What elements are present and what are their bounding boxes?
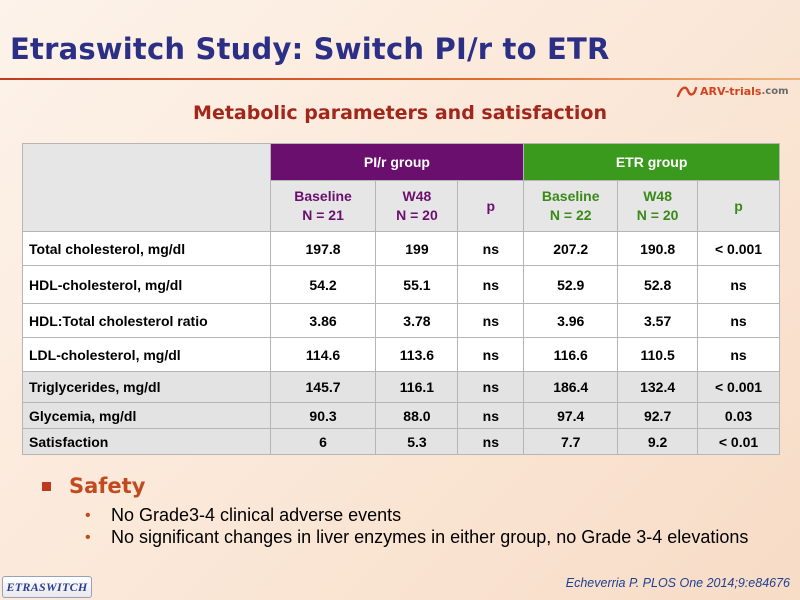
- table-cell: < 0.001: [697, 231, 780, 266]
- table-cell: 114.6: [269, 337, 377, 372]
- pir-group-header: PI/r group: [269, 143, 525, 181]
- bullet-dot-icon: •: [85, 507, 91, 524]
- table-row: Satisfaction 6 5.3 ns 7.7 9.2 < 0.01: [22, 428, 780, 455]
- row-label: HDL:Total cholesterol ratio: [22, 303, 271, 338]
- table-cell: 54.2: [269, 265, 377, 304]
- table-cell: 5.3: [375, 428, 459, 455]
- table-cell: 55.1: [375, 265, 459, 304]
- table-cell: 132.4: [617, 371, 699, 403]
- safety-heading-text: Safety: [69, 474, 146, 498]
- table-cell: ns: [697, 303, 780, 338]
- metabolic-table: PI/r group ETR group Baseline N = 21 W48 N…: [22, 143, 780, 455]
- row-label: Total cholesterol, mg/dl: [22, 231, 271, 266]
- section-subtitle: Metabolic parameters and satisfaction: [193, 102, 607, 124]
- etr-group-header: ETR group: [523, 143, 780, 181]
- table-cell: 186.4: [523, 371, 619, 403]
- table-cell: 207.2: [523, 231, 619, 266]
- table-cell: 7.7: [523, 428, 619, 455]
- table-cell: ns: [457, 337, 525, 372]
- table-cell: 90.3: [269, 402, 377, 429]
- row-label: Satisfaction: [22, 428, 271, 455]
- table-cell: 145.7: [269, 371, 377, 403]
- table-cell: 3.57: [617, 303, 699, 338]
- table-cell: 113.6: [375, 337, 459, 372]
- table-cell: < 0.01: [697, 428, 780, 455]
- table-cell: 3.96: [523, 303, 619, 338]
- table-cell: 97.4: [523, 402, 619, 429]
- table-row: LDL-cholesterol, mg/dl 114.6 113.6 ns 116.6 1…: [22, 337, 780, 372]
- table-cell: 197.8: [269, 231, 377, 266]
- title-divider: [0, 78, 800, 80]
- table-cell: 110.5: [617, 337, 699, 372]
- table-row: HDL:Total cholesterol ratio 3.86 3.78 ns 3.9…: [22, 303, 780, 338]
- safety-item: • No significant changes in liver enzymes…: [85, 527, 749, 547]
- ribbon-logo-icon: [676, 84, 698, 98]
- table-cell: 3.86: [269, 303, 377, 338]
- citation: Echeverria P. PLOS One 2014;9:e84676: [565, 576, 790, 590]
- table-cell: ns: [457, 265, 525, 304]
- pir-p-header: p: [457, 180, 525, 232]
- etr-baseline-header: Baseline N = 22: [523, 180, 619, 232]
- table-cell: 88.0: [375, 402, 459, 429]
- table-cell: 190.8: [617, 231, 699, 266]
- table-cell: ns: [697, 265, 780, 304]
- safety-heading: Safety: [42, 474, 145, 498]
- etr-w48-header: W48 N = 20: [617, 180, 699, 232]
- table-cell: 116.6: [523, 337, 619, 372]
- square-bullet-icon: [42, 481, 51, 491]
- table-cell: ns: [457, 303, 525, 338]
- table-cell: 52.8: [617, 265, 699, 304]
- logo-brand: ARV-trials: [700, 84, 762, 98]
- table-cell: ns: [457, 428, 525, 455]
- pir-w48-header: W48 N = 20: [375, 180, 459, 232]
- safety-list: • No Grade3-4 clinical adverse events • No…: [85, 505, 775, 549]
- slide-title: Etraswitch Study: Switch PI/r to ETR: [10, 32, 610, 66]
- study-badge: ETRASWITCH: [2, 576, 92, 598]
- row-label: HDL-cholesterol, mg/dl: [22, 265, 271, 304]
- table-cell: ns: [457, 231, 525, 266]
- bullet-dot-icon: •: [85, 529, 91, 546]
- logo-domain: .com: [761, 85, 789, 97]
- table-cell: 0.03: [697, 402, 780, 429]
- table-cell: 116.1: [375, 371, 459, 403]
- safety-item: • No Grade3-4 clinical adverse events: [85, 505, 402, 525]
- table-row: Triglycerides, mg/dl 145.7 116.1 ns 186.4 132…: [22, 371, 780, 403]
- table-cell: ns: [697, 337, 780, 372]
- table-body: Total cholesterol, mg/dl 197.8 199 ns 207.2 1…: [22, 231, 780, 455]
- table-cell: ns: [457, 402, 525, 429]
- table-cell: 3.78: [375, 303, 459, 338]
- table-cell: 52.9: [523, 265, 619, 304]
- table-row: Total cholesterol, mg/dl 197.8 199 ns 207.2 1…: [22, 231, 780, 266]
- row-label: Triglycerides, mg/dl: [22, 371, 271, 403]
- row-label: LDL-cholesterol, mg/dl: [22, 337, 271, 372]
- row-label: Glycemia, mg/dl: [22, 402, 271, 429]
- table-cell: 9.2: [617, 428, 699, 455]
- table-row: HDL-cholesterol, mg/dl 54.2 55.1 ns 52.9 52.8…: [22, 265, 780, 304]
- table-row: Glycemia, mg/dl 90.3 88.0 ns 97.4 92.7 0.03: [22, 402, 780, 429]
- table-corner-cell: [22, 143, 271, 232]
- table-cell: < 0.001: [697, 371, 780, 403]
- etr-p-header: p: [697, 180, 780, 232]
- pir-baseline-header: Baseline N = 21: [269, 180, 377, 232]
- table-cell: 92.7: [617, 402, 699, 429]
- arv-trials-logo: ARV-trials .com: [676, 82, 789, 100]
- table-cell: 199: [375, 231, 459, 266]
- table-cell: 6: [269, 428, 377, 455]
- table-cell: ns: [457, 371, 525, 403]
